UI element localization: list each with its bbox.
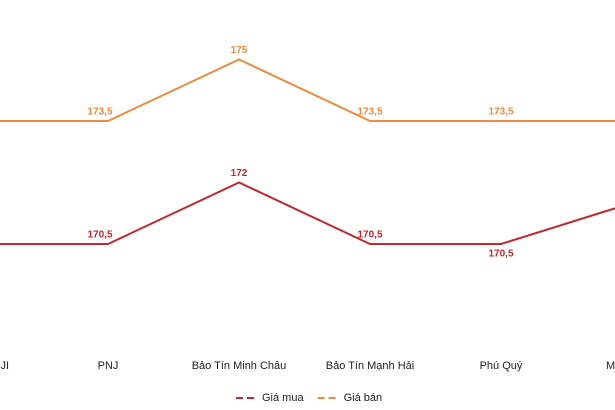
data-label: 173,5 — [488, 107, 513, 118]
x-tick-label: JI — [0, 360, 9, 372]
x-tick-label: Phú Quý — [480, 360, 523, 372]
legend-label: Giá mua — [262, 392, 304, 404]
x-tick-label: M — [606, 360, 615, 372]
x-tick-label: PNJ — [98, 360, 119, 372]
data-label: 170,5 — [357, 230, 382, 241]
data-label: 172 — [231, 168, 248, 179]
data-label: 175 — [231, 45, 248, 56]
x-tick-label: Bảo Tín Mạnh Hải — [326, 360, 414, 372]
data-label: 170,5 — [488, 249, 513, 260]
data-label: 173,5 — [87, 107, 112, 118]
series-line — [0, 58, 615, 122]
data-label: 173,5 — [357, 107, 382, 118]
series-line — [0, 181, 615, 245]
legend-label: Giá bán — [344, 392, 383, 404]
x-tick-label: Bảo Tín Minh Châu — [192, 360, 287, 372]
data-label: 170,5 — [87, 230, 112, 241]
